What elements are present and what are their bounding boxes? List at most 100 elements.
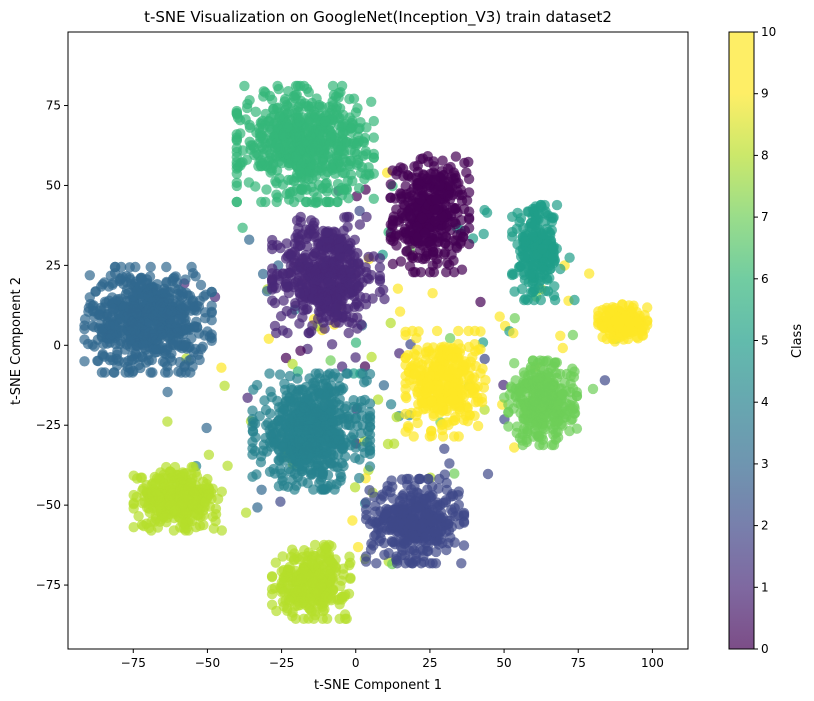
scatter-point: [266, 571, 278, 583]
scatter-point: [291, 151, 302, 162]
scatter-point: [533, 282, 544, 294]
scatter-point: [420, 354, 431, 365]
scatter-point: [152, 522, 164, 533]
scatter-point: [156, 328, 167, 340]
scatter-point: [317, 484, 328, 495]
scatter-point: [518, 367, 530, 378]
scatter-point: [421, 545, 433, 557]
scatter-point: [301, 122, 312, 133]
scatter-point: [540, 424, 551, 435]
scatter-point: [382, 506, 393, 518]
scatter-point: [447, 352, 458, 364]
scatter-point: [526, 217, 537, 229]
scatter-point: [168, 272, 180, 283]
scatter-point: [240, 114, 251, 125]
scatter-point: [170, 505, 181, 516]
scatter-point: [293, 458, 305, 469]
scatter-point: [520, 293, 531, 304]
scatter-point: [364, 461, 376, 472]
scatter-point: [439, 443, 450, 454]
scatter-point: [444, 259, 455, 270]
scatter-point: [291, 480, 302, 491]
scatter-point: [503, 406, 514, 418]
scatter-point: [127, 367, 138, 378]
scatter-point: [270, 557, 281, 568]
scatter-point: [138, 339, 149, 351]
scatter-point: [479, 353, 490, 365]
scatter-point: [469, 372, 480, 383]
scatter-point: [271, 327, 282, 339]
scatter-point: [307, 320, 318, 331]
scatter-point: [257, 268, 269, 280]
scatter-point: [390, 504, 401, 515]
scatter-point: [186, 461, 197, 473]
scatter-point: [310, 265, 321, 276]
scatter-point: [251, 379, 263, 391]
scatter-point: [161, 261, 172, 273]
scatter-point: [458, 540, 470, 551]
scatter-point: [294, 287, 305, 298]
scatter-point: [124, 262, 135, 273]
scatter-point: [319, 323, 330, 334]
scatter-point: [429, 526, 440, 538]
scatter-point: [360, 497, 372, 508]
scatter-point: [314, 144, 326, 155]
scatter-point: [247, 426, 259, 437]
scatter-point: [415, 267, 427, 278]
scatter-point: [336, 471, 347, 483]
scatter-point: [294, 166, 306, 178]
scatter-point: [231, 196, 242, 208]
scatter-point: [520, 414, 531, 425]
scatter-point: [508, 327, 519, 339]
scatter-point: [387, 258, 399, 270]
scatter-point: [448, 394, 459, 405]
scatter-point: [348, 93, 360, 104]
scatter-point: [515, 388, 526, 399]
scatter-point: [444, 458, 455, 469]
scatter-point: [306, 215, 317, 226]
scatter-point: [174, 356, 185, 368]
scatter-point: [314, 568, 326, 579]
scatter-point: [108, 303, 119, 315]
scatter-point: [504, 389, 515, 400]
scatter-point: [271, 178, 282, 189]
scatter-point: [440, 526, 452, 537]
scatter-point: [231, 132, 242, 143]
scatter-point: [336, 145, 347, 156]
scatter-point: [364, 445, 376, 456]
scatter-point: [428, 267, 440, 278]
scatter-point: [281, 305, 292, 317]
scatter-point: [242, 392, 253, 403]
scatter-point: [564, 252, 575, 263]
scatter-point: [414, 473, 425, 485]
scatter-point: [275, 496, 286, 507]
scatter-point: [349, 234, 360, 245]
scatter-point: [337, 253, 348, 264]
scatter-point: [374, 253, 386, 264]
scatter-point: [475, 326, 486, 337]
scatter-point: [176, 367, 187, 378]
scatter-point: [287, 358, 298, 370]
scatter-point: [206, 300, 217, 311]
scatter-point: [599, 375, 611, 386]
scatter-point: [512, 421, 523, 432]
scatter-point: [310, 170, 322, 181]
scatter-point: [431, 325, 443, 337]
scatter-point: [278, 130, 289, 141]
scatter-point: [206, 315, 217, 326]
scatter-point: [200, 497, 211, 508]
scatter-point: [349, 452, 361, 464]
scatter-point: [304, 593, 316, 604]
scatter-point: [351, 299, 362, 310]
scatter-point: [347, 515, 358, 526]
scatter-point: [143, 303, 155, 314]
scatter-point: [133, 511, 144, 522]
scatter-point: [150, 478, 162, 489]
scatter-point: [231, 109, 243, 120]
scatter-point: [437, 418, 448, 430]
scatter-point: [342, 368, 353, 379]
scatter-point: [281, 99, 292, 111]
scatter-point: [334, 264, 346, 275]
scatter-point: [395, 541, 407, 552]
scatter-point: [444, 180, 456, 191]
